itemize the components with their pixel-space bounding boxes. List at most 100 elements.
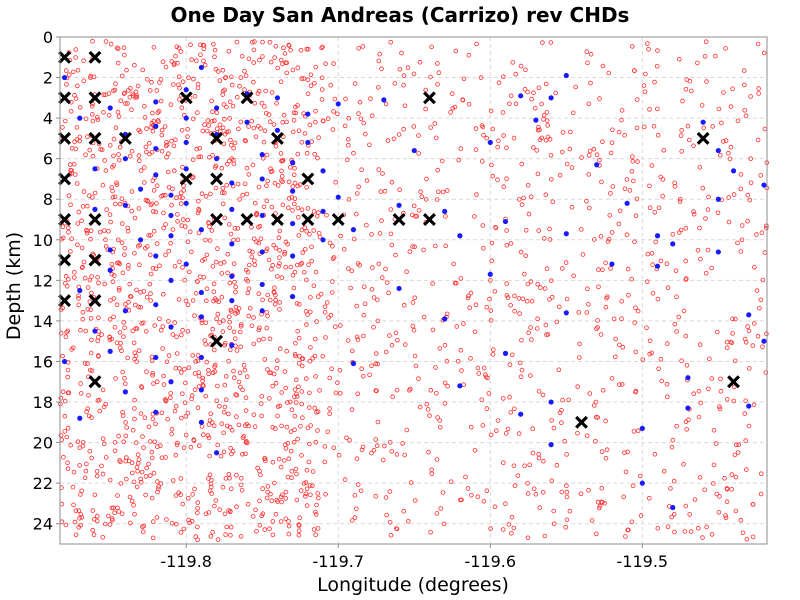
series-1 (58, 50, 741, 429)
background-event-point (292, 165, 297, 171)
background-event-point (506, 522, 512, 527)
background-event-point (525, 89, 530, 95)
background-event-point (383, 349, 389, 355)
background-event-point (73, 172, 78, 177)
background-event-point (282, 369, 288, 374)
background-event-point (603, 260, 608, 266)
background-event-point (279, 499, 284, 505)
background-event-point (697, 225, 702, 231)
background-event-point (516, 431, 522, 436)
background-event-point (233, 311, 238, 316)
background-event-point (624, 177, 630, 182)
background-event-point (173, 403, 179, 409)
background-event-point (109, 516, 115, 521)
background-event-point (748, 180, 754, 186)
background-event-point (108, 298, 113, 303)
background-event-point (691, 391, 696, 397)
event-point (198, 419, 204, 425)
background-event-point (302, 247, 308, 252)
background-event-point (256, 88, 262, 94)
background-event-point (548, 177, 554, 182)
event-point (305, 111, 311, 117)
background-event-point (96, 353, 101, 359)
chd-marker (423, 213, 436, 226)
background-event-point (197, 274, 203, 280)
background-event-point (328, 82, 334, 88)
background-event-point (352, 515, 358, 520)
background-event-point (337, 367, 343, 373)
background-event-point (272, 285, 277, 291)
background-event-point (277, 346, 283, 352)
event-point (290, 220, 296, 227)
background-event-point (442, 401, 448, 406)
background-event-point (595, 325, 600, 330)
background-event-point (331, 445, 337, 451)
background-event-point (262, 357, 268, 362)
background-event-point (523, 228, 529, 233)
background-event-point (85, 134, 90, 140)
background-event-point (81, 259, 87, 265)
background-event-point (535, 171, 541, 177)
background-event-point (161, 382, 167, 387)
background-event-point (716, 106, 722, 112)
background-event-point (257, 325, 262, 331)
background-event-point (125, 355, 130, 361)
background-event-point (413, 363, 419, 369)
background-event-point (559, 266, 565, 271)
background-event-point (399, 50, 404, 56)
background-event-point (238, 384, 243, 390)
background-event-cloud (58, 38, 770, 542)
background-event-point (279, 178, 284, 183)
background-event-point (556, 304, 562, 310)
event-point (92, 206, 98, 212)
background-event-point (285, 400, 290, 405)
background-event-point (191, 438, 197, 443)
event-point (274, 95, 281, 101)
background-event-point (741, 68, 747, 73)
background-event-point (633, 213, 639, 219)
background-event-point (124, 67, 129, 73)
background-event-point (142, 115, 148, 120)
background-event-point (115, 46, 121, 52)
background-event-point (204, 359, 210, 365)
background-event-point (287, 165, 293, 170)
background-event-point (617, 208, 623, 214)
background-event-point (125, 225, 130, 231)
background-event-point (261, 204, 267, 210)
background-event-point (194, 146, 200, 152)
background-event-point (186, 517, 191, 523)
background-event-point (411, 203, 417, 209)
chd-marker (210, 213, 224, 226)
event-point (518, 93, 524, 99)
background-event-point (236, 379, 242, 385)
background-event-point (181, 217, 186, 222)
background-event-point (186, 365, 192, 371)
event-point (274, 127, 281, 133)
background-event-point (107, 477, 113, 483)
background-event-point (108, 219, 113, 225)
background-event-point (301, 481, 307, 486)
background-event-point (517, 360, 523, 366)
background-event-point (541, 458, 546, 464)
background-event-point (564, 494, 570, 500)
background-event-point (373, 388, 379, 393)
background-event-point (647, 107, 652, 112)
background-event-point (746, 328, 752, 334)
background-event-point (742, 411, 747, 416)
background-event-point (254, 528, 259, 534)
background-event-point (608, 266, 613, 271)
background-event-point (196, 198, 201, 204)
background-event-point (150, 535, 156, 541)
background-event-point (220, 92, 226, 97)
background-event-point (375, 318, 381, 324)
background-event-point (60, 224, 66, 230)
background-event-point (129, 107, 134, 112)
background-event-point (106, 513, 111, 519)
series-0 (61, 64, 767, 511)
background-event-point (647, 351, 652, 357)
event-point (320, 168, 326, 174)
background-event-point (479, 159, 485, 164)
background-event-point (80, 309, 86, 315)
plot-area (59, 36, 768, 545)
background-event-point (155, 479, 160, 484)
